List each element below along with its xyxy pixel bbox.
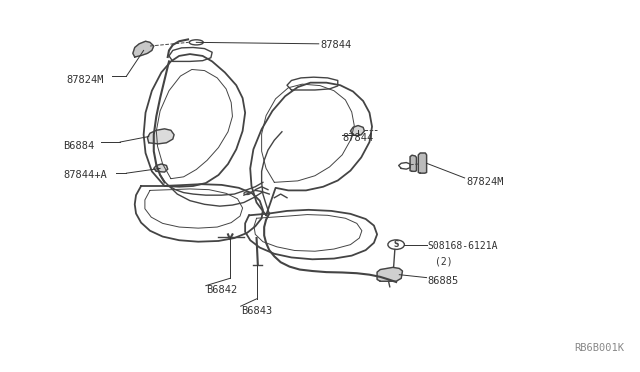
Text: S08168-6121A: S08168-6121A: [428, 241, 499, 251]
Text: RB6B001K: RB6B001K: [575, 343, 625, 353]
Text: 87844: 87844: [342, 134, 374, 143]
Polygon shape: [377, 267, 403, 281]
Polygon shape: [147, 129, 174, 144]
Text: S: S: [394, 240, 399, 249]
Polygon shape: [154, 164, 168, 172]
Text: B6884: B6884: [63, 141, 94, 151]
Text: 87844: 87844: [320, 40, 351, 50]
Text: (2): (2): [435, 256, 453, 266]
Text: 87844+A: 87844+A: [63, 170, 107, 180]
Polygon shape: [351, 125, 364, 136]
Text: 86885: 86885: [428, 276, 459, 286]
Text: 87824M: 87824M: [66, 75, 104, 85]
Text: 87824M: 87824M: [466, 177, 504, 187]
Polygon shape: [419, 153, 427, 173]
Polygon shape: [410, 155, 417, 171]
Text: B6843: B6843: [241, 305, 272, 315]
Polygon shape: [133, 41, 154, 57]
Text: B6842: B6842: [206, 285, 237, 295]
